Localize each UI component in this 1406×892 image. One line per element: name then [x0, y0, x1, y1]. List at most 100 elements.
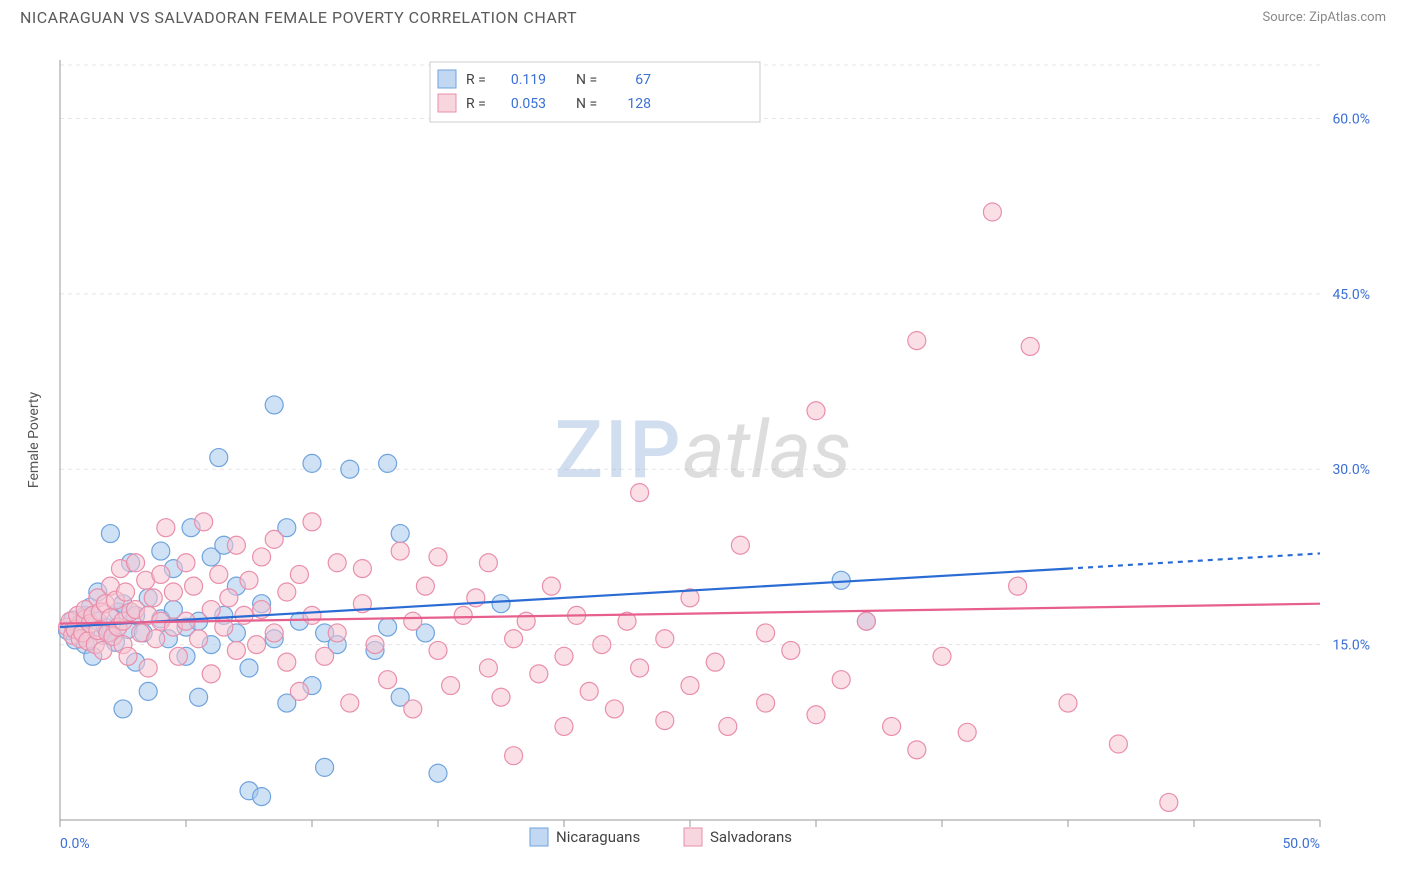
data-point: [190, 630, 208, 648]
data-point: [492, 688, 510, 706]
data-point: [958, 723, 976, 741]
data-point: [164, 583, 182, 601]
data-point: [391, 525, 409, 543]
data-point: [454, 606, 472, 624]
y-tick-label: 15.0%: [1332, 638, 1370, 654]
legend-n-label: N =: [576, 72, 597, 88]
y-tick-label: 30.0%: [1332, 462, 1370, 478]
scatter-chart: 0.0% 50.0% 15.0% 30.0% 45.0% 60.0% Female Pove…: [20, 40, 1386, 860]
data-point: [240, 571, 258, 589]
data-point: [1160, 793, 1178, 811]
data-point: [227, 641, 245, 659]
data-point: [807, 402, 825, 420]
data-point: [631, 659, 649, 677]
data-point: [479, 659, 497, 677]
data-point: [248, 636, 266, 654]
data-point: [1059, 694, 1077, 712]
data-point: [265, 624, 283, 642]
data-point: [757, 694, 775, 712]
data-point: [353, 560, 371, 578]
data-point: [429, 764, 447, 782]
data-point: [391, 542, 409, 560]
data-point: [883, 717, 901, 735]
data-point: [681, 677, 699, 695]
data-point: [429, 548, 447, 566]
legend-r-label: R =: [466, 72, 486, 88]
data-point: [210, 449, 228, 467]
legend-swatch: [438, 94, 456, 112]
legend-n-value: 67: [635, 72, 651, 88]
data-point: [1009, 577, 1027, 595]
data-point: [379, 454, 397, 472]
y-tick-label: 60.0%: [1332, 111, 1370, 127]
data-point: [127, 554, 145, 572]
legend-swatch: [684, 828, 702, 846]
data-point: [157, 519, 175, 537]
y-tick-label: 45.0%: [1332, 287, 1370, 303]
data-point: [1109, 735, 1127, 753]
data-point: [1021, 337, 1039, 355]
correlation-legend-box: [430, 62, 760, 122]
data-point: [139, 682, 157, 700]
y-axis-label: Female Poverty: [26, 392, 42, 489]
legend-r-value: 0.053: [511, 96, 546, 112]
data-point: [290, 682, 308, 700]
data-point: [706, 653, 724, 671]
data-point: [933, 647, 951, 665]
data-point: [240, 659, 258, 677]
chart-title: NICARAGUAN VS SALVADORAN FEMALE POVERTY …: [20, 8, 577, 27]
data-point: [366, 636, 384, 654]
legend-n-value: 128: [627, 96, 651, 112]
data-point: [152, 565, 170, 583]
data-point: [265, 396, 283, 414]
data-point: [517, 612, 535, 630]
legend-r-label: R =: [466, 96, 486, 112]
x-tick-label: 50.0%: [1282, 836, 1320, 852]
data-point: [101, 525, 119, 543]
data-point: [983, 203, 1001, 221]
data-point: [782, 641, 800, 659]
data-point: [442, 677, 460, 695]
legend-series-label: Salvadorans: [710, 828, 792, 846]
trend-line-extend: [1068, 553, 1320, 568]
data-point: [605, 700, 623, 718]
data-point: [593, 636, 611, 654]
legend-r-value: 0.119: [511, 72, 546, 88]
data-point: [416, 577, 434, 595]
data-point: [379, 671, 397, 689]
data-point: [278, 583, 296, 601]
data-point: [404, 612, 422, 630]
data-point: [202, 601, 220, 619]
data-point: [857, 612, 875, 630]
data-point: [341, 694, 359, 712]
data-point: [479, 554, 497, 572]
data-point: [190, 688, 208, 706]
data-point: [832, 671, 850, 689]
data-point: [555, 717, 573, 735]
data-point: [492, 595, 510, 613]
chart-container: 0.0% 50.0% 15.0% 30.0% 45.0% 60.0% Female Pove…: [20, 40, 1386, 860]
data-point: [210, 565, 228, 583]
data-point: [227, 536, 245, 554]
data-point: [631, 484, 649, 502]
data-point: [290, 565, 308, 583]
data-point: [253, 788, 271, 806]
data-point: [807, 706, 825, 724]
data-point: [404, 700, 422, 718]
data-point: [505, 630, 523, 648]
data-point: [253, 548, 271, 566]
data-point: [908, 332, 926, 350]
data-point: [555, 647, 573, 665]
data-point: [757, 624, 775, 642]
x-tick-label: 0.0%: [60, 836, 90, 852]
data-point: [328, 624, 346, 642]
data-point: [542, 577, 560, 595]
data-point: [195, 513, 213, 531]
data-point: [303, 513, 321, 531]
data-point: [316, 758, 334, 776]
data-point: [117, 583, 135, 601]
data-point: [169, 647, 187, 665]
data-point: [341, 460, 359, 478]
data-point: [220, 589, 238, 607]
data-point: [316, 647, 334, 665]
